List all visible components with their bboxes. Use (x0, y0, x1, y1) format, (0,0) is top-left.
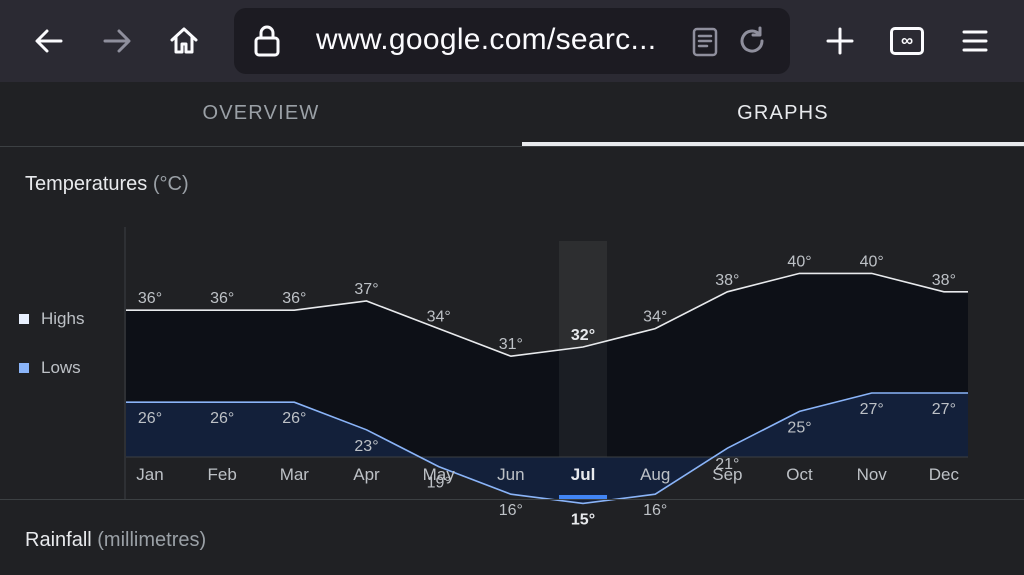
month-tick-label[interactable]: Jul (571, 465, 596, 484)
high-value-label: 32° (571, 327, 595, 344)
reader-view-icon[interactable] (691, 27, 719, 62)
rainfall-title-text: Rainfall (25, 529, 92, 551)
selected-month-indicator (559, 495, 608, 499)
rainfall-title: Rainfall (millimetres) (25, 529, 206, 552)
month-tick-label[interactable]: Dec (929, 465, 960, 484)
low-value-label: 25° (787, 419, 811, 436)
month-tick-label[interactable]: Jun (497, 465, 524, 484)
tab-graphs[interactable]: GRAPHS (737, 101, 829, 124)
low-value-label: 16° (499, 502, 523, 519)
high-value-label: 36° (210, 290, 234, 307)
forward-arrow-icon[interactable] (97, 21, 137, 61)
url-bar[interactable]: www.google.com/searc... (234, 8, 790, 74)
month-tick-label[interactable]: Apr (353, 465, 380, 484)
new-tab-icon[interactable] (820, 21, 860, 61)
tab-counter-icon[interactable]: ∞ (887, 21, 927, 61)
lock-icon[interactable] (252, 24, 282, 63)
result-tabs: OVERVIEW GRAPHS (0, 82, 1024, 147)
low-value-label: 19° (427, 475, 451, 492)
high-value-label: 38° (715, 272, 739, 289)
menu-icon[interactable] (955, 21, 995, 61)
low-value-label: 27° (932, 401, 956, 418)
section-divider (0, 499, 1024, 500)
reload-icon[interactable] (736, 25, 768, 62)
browser-toolbar: www.google.com/searc... ∞ (0, 0, 1024, 82)
high-value-label: 40° (787, 253, 811, 270)
highs-line (126, 272, 968, 358)
high-value-label: 40° (860, 253, 884, 270)
highs-area (126, 273, 968, 504)
low-value-label: 15° (571, 511, 595, 528)
lows-line (126, 392, 968, 505)
month-tick-label[interactable]: Feb (208, 465, 237, 484)
high-value-label: 37° (354, 281, 378, 298)
tab-overview[interactable]: OVERVIEW (202, 101, 320, 124)
low-value-label: 23° (354, 438, 378, 455)
highs-swatch (19, 314, 29, 324)
temperatures-unit: (°C) (152, 173, 189, 195)
high-value-label: 38° (932, 272, 956, 289)
lows-area (126, 393, 968, 504)
low-value-label: 16° (643, 502, 667, 519)
high-value-label: 36° (282, 290, 306, 307)
low-value-label: 26° (210, 410, 234, 427)
high-value-label: 36° (138, 290, 162, 307)
high-value-label: 31° (499, 336, 523, 353)
month-tick-label[interactable]: Nov (857, 465, 888, 484)
temperatures-title: Temperatures (°C) (25, 173, 189, 196)
low-value-label: 21° (715, 456, 739, 473)
home-icon[interactable] (164, 21, 204, 61)
high-value-label: 34° (427, 309, 451, 326)
legend-highs-label: Highs (41, 309, 85, 328)
active-tab-indicator (522, 142, 1024, 146)
temperatures-title-text: Temperatures (25, 173, 148, 195)
legend-highs: Highs (19, 309, 84, 329)
rainfall-unit: (millimetres) (97, 529, 207, 551)
legend-lows-label: Lows (41, 358, 81, 377)
high-value-label: 34° (643, 309, 667, 326)
month-tick-label[interactable]: Aug (640, 465, 670, 484)
low-value-label: 26° (282, 410, 306, 427)
month-tick-label[interactable]: Sep (712, 465, 742, 484)
lows-swatch (19, 363, 29, 373)
month-tick-label[interactable]: May (423, 465, 456, 484)
low-value-label: 27° (860, 401, 884, 418)
month-tick-label[interactable]: Oct (786, 465, 813, 484)
low-value-label: 26° (138, 410, 162, 427)
back-arrow-icon[interactable] (29, 21, 69, 61)
url-text[interactable]: www.google.com/searc... (316, 23, 657, 56)
legend-lows: Lows (19, 358, 81, 378)
tab-count: ∞ (890, 27, 924, 55)
month-tick-label[interactable]: Mar (280, 465, 310, 484)
month-tick-label[interactable]: Jan (136, 465, 163, 484)
